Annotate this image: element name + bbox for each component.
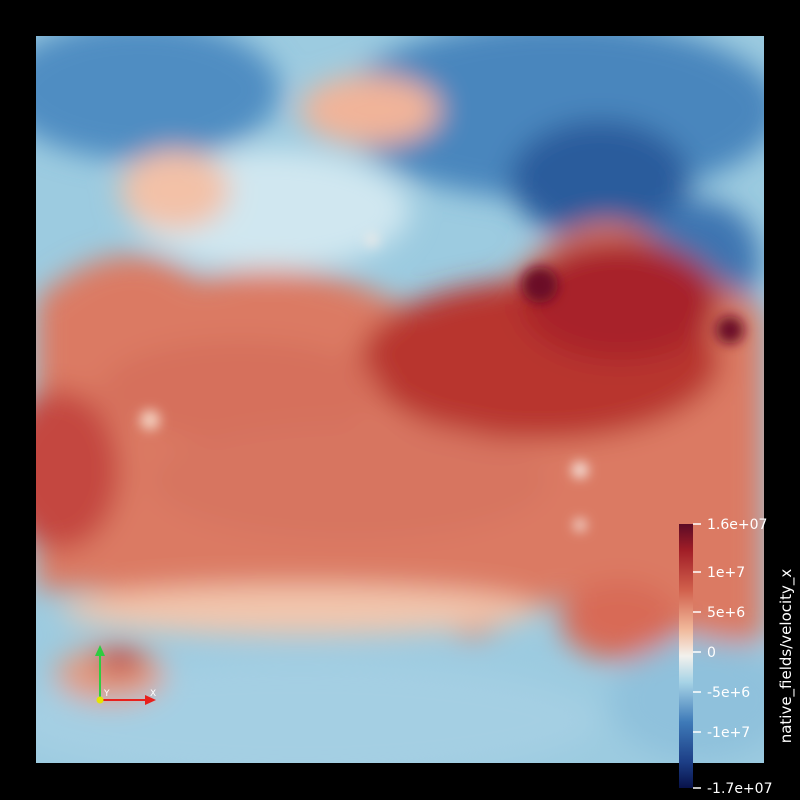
colorbar-tick-label: -1.7e+07	[707, 781, 772, 797]
velocity-field-plot[interactable]	[0, 20, 790, 780]
colorbar-tick-label: -5e+6	[707, 685, 750, 701]
x-arrowhead-icon	[145, 695, 156, 705]
axes-triad: X Y	[95, 645, 156, 705]
colorbar-tick-label: 5e+6	[707, 605, 745, 621]
y-arrowhead-icon	[95, 645, 105, 656]
x-axis-label: X	[150, 689, 156, 699]
colorbar-ticks: 1.6e+07 1e+7 5e+6 0 -5e+6 -1e+7 -1.7e+07	[693, 517, 772, 797]
y-axis-label: Y	[103, 689, 110, 699]
field-highlights	[140, 234, 744, 531]
colorbar-tick-label: 0	[707, 645, 716, 661]
z-axis-dot	[96, 696, 104, 704]
colorbar	[679, 524, 693, 788]
colorbar-tick-label: -1e+7	[707, 725, 750, 741]
colorbar-tick-label: 1.6e+07	[707, 517, 767, 533]
color-legend: 1.6e+07 1e+7 5e+6 0 -5e+6 -1e+7 -1.7e+07 nativ…	[679, 517, 796, 797]
colorbar-title: native_fields/velocity_x	[777, 569, 796, 744]
field-regions	[36, 36, 764, 763]
colorbar-tick-label: 1e+7	[707, 565, 745, 581]
